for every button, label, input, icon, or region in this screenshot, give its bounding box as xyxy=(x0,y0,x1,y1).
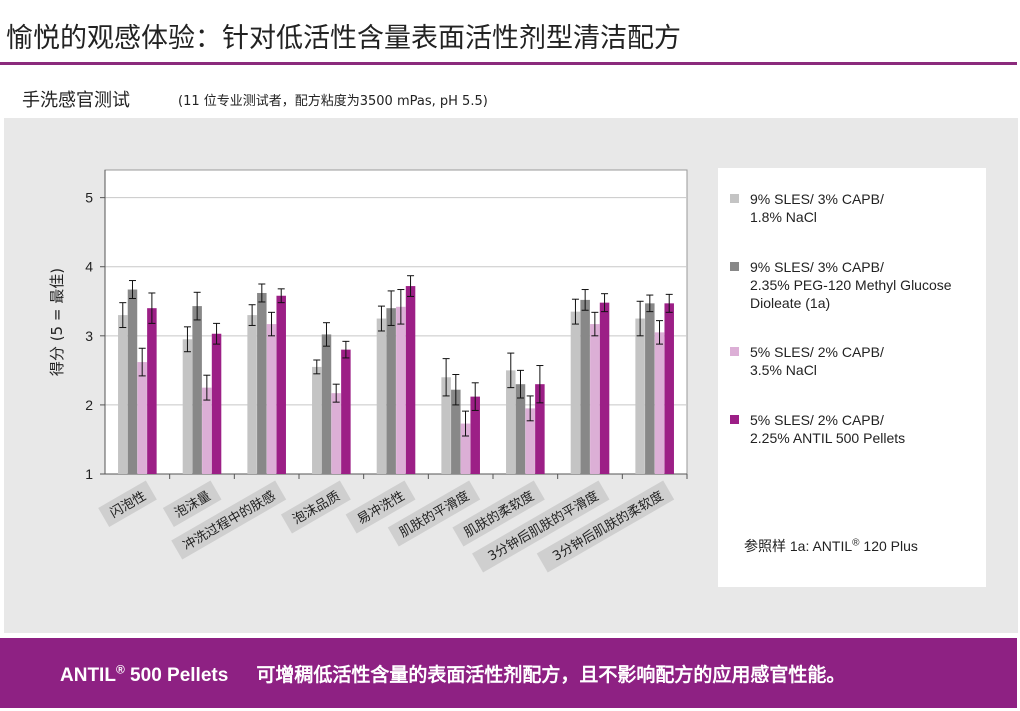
x-label-tag xyxy=(536,480,675,573)
legend-label: 5% SLES/ 2% CAPB/ 3.5% NaCl xyxy=(750,344,884,378)
bar xyxy=(460,423,471,474)
reference-note: 参照样 1a: ANTIL® 120 Plus xyxy=(744,537,918,554)
x-label-tag xyxy=(472,480,610,573)
x-label-tag xyxy=(162,480,222,528)
bar xyxy=(451,389,461,474)
legend-label: 9% SLES/ 3% CAPB/ 2.35% PEG-120 Methyl G… xyxy=(750,259,952,311)
bar xyxy=(570,311,581,474)
bar xyxy=(525,408,535,474)
y-axis-label: 得分 (5 = 最佳) xyxy=(48,268,66,376)
footer-brand-sup: ® xyxy=(115,662,125,677)
page-title: 愉悦的观感体验：针对低活性含量表面活性剂型清洁配方 xyxy=(6,23,681,54)
bar xyxy=(266,324,277,474)
x-label-tag xyxy=(280,480,351,534)
bar xyxy=(599,302,610,474)
legend-label: 5% SLES/ 2% CAPB/ 2.25% ANTIL 500 Pellet… xyxy=(750,412,906,446)
footer-banner: ANTIL® 500 Pellets 可增稠低活性含量的表面活性剂配方，且不影响配… xyxy=(0,638,1017,708)
bar xyxy=(202,387,212,474)
bar xyxy=(441,377,451,474)
x-label-tag xyxy=(452,480,545,547)
y-tick-label: 1 xyxy=(85,466,93,482)
bar xyxy=(590,324,600,474)
x-category-label-group: 泡沫品质 xyxy=(280,480,351,534)
legend-item: 5% SLES/ 2% CAPB/ 2.25% ANTIL 500 Pellet… xyxy=(730,411,906,447)
chart-panel: 1 2 3 4 5 得分 (5 = 最佳) 闪泡性 泡沫量 冲洗过程中的肤感 泡沫品质 易冲洗性 肌肤… xyxy=(4,118,1018,633)
bar xyxy=(515,384,526,474)
x-label-tag xyxy=(171,480,287,560)
bar xyxy=(321,334,332,474)
legend-swatch xyxy=(730,415,739,424)
bar xyxy=(137,362,147,474)
section-title: 手洗感官测试 xyxy=(22,90,130,111)
bar xyxy=(396,306,406,474)
bar xyxy=(247,315,257,474)
bar xyxy=(147,308,157,474)
x-label-tag xyxy=(98,480,157,528)
legend-label: 9% SLES/ 3% CAPB/ 1.8% NaCl xyxy=(750,191,884,225)
y-tick-label: 2 xyxy=(85,397,93,413)
x-category-label-group: 冲洗过程中的肤感 xyxy=(171,480,287,560)
legend-item: 5% SLES/ 2% CAPB/ 3.5% NaCl xyxy=(730,343,884,379)
bar xyxy=(376,318,387,474)
bar xyxy=(506,370,516,474)
y-tick-label: 3 xyxy=(85,328,93,344)
legend-swatch xyxy=(730,262,739,271)
y-tick-label: 4 xyxy=(85,259,93,275)
bar xyxy=(257,292,267,474)
bar xyxy=(645,303,655,474)
x-category-label-group: 闪泡性 xyxy=(98,480,157,528)
section-subtitle: (11 位专业测试者，配方粘度为3500 mPas, pH 5.5) xyxy=(178,94,488,109)
footer-brand: ANTIL xyxy=(60,665,116,686)
x-label-tag xyxy=(345,480,416,534)
bar xyxy=(664,303,674,474)
footer-brand-suffix: 500 Pellets xyxy=(124,665,229,686)
footer-message: 可增稠低活性含量的表面活性剂配方，且不影响配方的应用感官性能。 xyxy=(256,665,846,686)
bar xyxy=(127,289,138,474)
legend: 9% SLES/ 3% CAPB/ 1.8% NaCl 9% SLES/ 3% C… xyxy=(718,168,986,587)
x-label-tag xyxy=(387,480,481,547)
bar xyxy=(535,384,545,474)
bar xyxy=(276,295,286,474)
title-rule xyxy=(0,62,1017,65)
legend-item: 9% SLES/ 3% CAPB/ 2.35% PEG-120 Methyl G… xyxy=(730,258,952,312)
bar xyxy=(192,306,202,474)
bar xyxy=(386,308,396,474)
bar xyxy=(118,315,128,474)
legend-swatch xyxy=(730,347,739,356)
y-tick-label: 5 xyxy=(85,190,93,206)
legend-item: 9% SLES/ 3% CAPB/ 1.8% NaCl xyxy=(730,190,884,226)
bar xyxy=(580,299,590,474)
legend-swatch xyxy=(730,194,739,203)
bar xyxy=(405,286,416,474)
bar xyxy=(654,332,665,474)
footer-text: ANTIL® 500 Pellets 可增稠低活性含量的表面活性剂配方，且不影响配… xyxy=(60,660,845,687)
plot-area xyxy=(104,169,688,475)
bar xyxy=(341,349,351,474)
bar xyxy=(312,366,322,474)
bar xyxy=(470,396,480,474)
bar xyxy=(182,339,193,474)
bar xyxy=(331,393,341,474)
bar xyxy=(635,318,645,474)
bar xyxy=(211,333,222,474)
